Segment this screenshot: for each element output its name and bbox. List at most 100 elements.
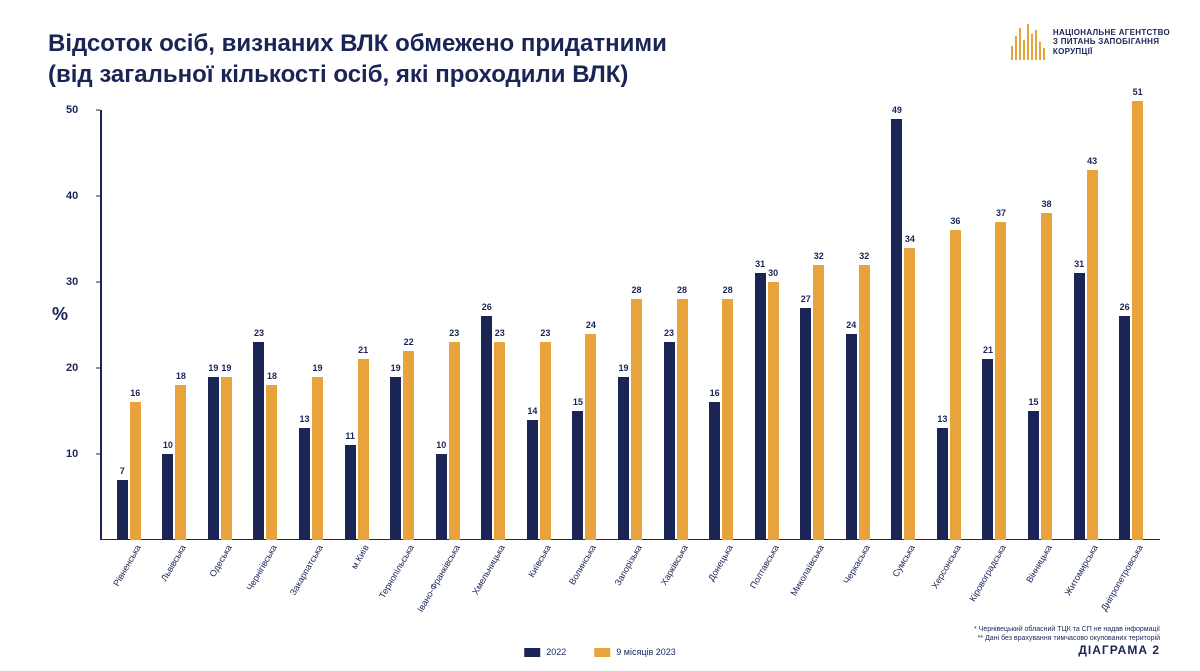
y-tick-label: 40 xyxy=(66,190,78,202)
category-label: Рівненська xyxy=(111,543,143,588)
legend-label-2023: 9 місяців 2023 xyxy=(616,647,676,657)
category-label: Вінницька xyxy=(1024,543,1054,584)
bar-value-label: 23 xyxy=(495,328,505,338)
bar-value-label: 10 xyxy=(436,440,446,450)
category-group: 3130Полтавська xyxy=(744,110,790,540)
bar-series-1: 18 xyxy=(175,385,186,540)
bar-series-1: 18 xyxy=(266,385,277,540)
category-label: Кіровоградська xyxy=(968,543,1009,603)
category-group: 1919Одеська xyxy=(197,110,243,540)
chart-legend: 2022 9 місяців 2023 xyxy=(524,647,676,657)
title-line-2: (від загальної кількості осіб, які прохо… xyxy=(48,61,628,88)
bar-value-label: 19 xyxy=(313,363,323,373)
bar-value-label: 19 xyxy=(221,363,231,373)
bar-chart: % 716Рівненська1018Львівська1919Одеська2… xyxy=(100,110,1160,540)
category-label: Закарпатська xyxy=(288,543,325,597)
legend-item-2023: 9 місяців 2023 xyxy=(594,647,676,657)
bar-series-0: 26 xyxy=(1119,316,1130,540)
bar-series-0: 31 xyxy=(755,273,766,540)
agency-logo: НАЦІОНАЛЬНЕ АГЕНТСТВО З ПИТАНЬ ЗАПОБІГАН… xyxy=(1011,24,1170,60)
bar-value-label: 49 xyxy=(892,105,902,115)
category-label: Донецька xyxy=(706,543,735,583)
bar-value-label: 7 xyxy=(120,466,125,476)
bar-series-0: 19 xyxy=(618,377,629,540)
bar-value-label: 43 xyxy=(1087,156,1097,166)
bar-value-label: 16 xyxy=(710,388,720,398)
bar-value-label: 26 xyxy=(482,302,492,312)
category-label: Сумська xyxy=(891,543,917,579)
category-group: 2623Хмельницька xyxy=(471,110,517,540)
bar-series-0: 19 xyxy=(208,377,219,540)
bar-series-1: 23 xyxy=(540,342,551,540)
category-label: Чернігівська xyxy=(245,543,279,592)
bar-series-1: 21 xyxy=(358,359,369,540)
category-group: 2651Дніпропетровська xyxy=(1108,110,1154,540)
bar-value-label: 24 xyxy=(586,320,596,330)
category-label: Хмельницька xyxy=(471,543,508,596)
category-group: 2732Миколаївська xyxy=(789,110,835,540)
category-label: Черкаська xyxy=(841,543,871,586)
bar-series-0: 23 xyxy=(253,342,264,540)
bar-series-1: 37 xyxy=(995,222,1006,540)
category-group: 2137Кіровоградська xyxy=(972,110,1018,540)
bar-value-label: 15 xyxy=(573,397,583,407)
bar-value-label: 28 xyxy=(723,285,733,295)
bar-value-label: 26 xyxy=(1120,302,1130,312)
category-group: 1423Київська xyxy=(516,110,562,540)
bar-value-label: 18 xyxy=(176,371,186,381)
bar-series-0: 49 xyxy=(891,119,902,540)
bar-value-label: 21 xyxy=(358,345,368,355)
bar-series-1: 32 xyxy=(813,265,824,540)
bar-series-1: 23 xyxy=(449,342,460,540)
bar-series-1: 43 xyxy=(1087,170,1098,540)
category-label: Житомирська xyxy=(1062,543,1099,597)
category-group: 1928Запорізька xyxy=(607,110,653,540)
category-group: 2318Чернігівська xyxy=(243,110,289,540)
bar-series-0: 19 xyxy=(390,377,401,540)
legend-item-2022: 2022 xyxy=(524,647,566,657)
bar-value-label: 23 xyxy=(254,328,264,338)
bar-series-0: 27 xyxy=(800,308,811,540)
bar-series-0: 15 xyxy=(1028,411,1039,540)
bar-value-label: 18 xyxy=(267,371,277,381)
bar-value-label: 23 xyxy=(449,328,459,338)
chart-footnotes: * Чернівецький обласний ТЦК та СП не над… xyxy=(974,625,1160,643)
bar-series-0: 10 xyxy=(162,454,173,540)
bar-series-0: 14 xyxy=(527,420,538,540)
category-label: Київська xyxy=(526,543,553,579)
bar-value-label: 30 xyxy=(768,268,778,278)
agency-logo-icon xyxy=(1011,24,1045,60)
bar-series-0: 26 xyxy=(481,316,492,540)
bar-series-1: 34 xyxy=(904,248,915,540)
category-group: 1524Волинська xyxy=(562,110,608,540)
bar-value-label: 11 xyxy=(345,431,355,441)
bar-value-label: 13 xyxy=(300,414,310,424)
category-label: Одеська xyxy=(207,543,233,579)
bar-value-label: 36 xyxy=(950,216,960,226)
bar-value-label: 16 xyxy=(130,388,140,398)
category-group: 1023Івано-Франківська xyxy=(425,110,471,540)
y-tick-mark xyxy=(96,110,100,111)
legend-swatch-2022 xyxy=(524,648,540,657)
category-label: м.Київ xyxy=(349,543,371,571)
bar-value-label: 23 xyxy=(540,328,550,338)
category-label: Волинська xyxy=(567,543,598,586)
bar-series-1: 24 xyxy=(585,334,596,540)
bar-value-label: 13 xyxy=(937,414,947,424)
y-tick-label: 50 xyxy=(66,104,78,116)
bar-series-1: 38 xyxy=(1041,213,1052,540)
bar-value-label: 38 xyxy=(1042,199,1052,209)
bar-series-1: 16 xyxy=(130,402,141,540)
y-tick-label: 10 xyxy=(66,448,78,460)
category-label: Херсонська xyxy=(930,543,963,590)
bar-value-label: 14 xyxy=(527,406,537,416)
category-label: Запорізька xyxy=(613,543,644,587)
bar-value-label: 21 xyxy=(983,345,993,355)
bar-value-label: 19 xyxy=(391,363,401,373)
bar-value-label: 15 xyxy=(1029,397,1039,407)
bar-series-1: 19 xyxy=(221,377,232,540)
title-line-1: Відсоток осіб, визнаних ВЛК обмежено при… xyxy=(48,30,667,57)
y-axis-label: % xyxy=(52,304,68,325)
bar-value-label: 23 xyxy=(664,328,674,338)
bar-series-1: 32 xyxy=(859,265,870,540)
